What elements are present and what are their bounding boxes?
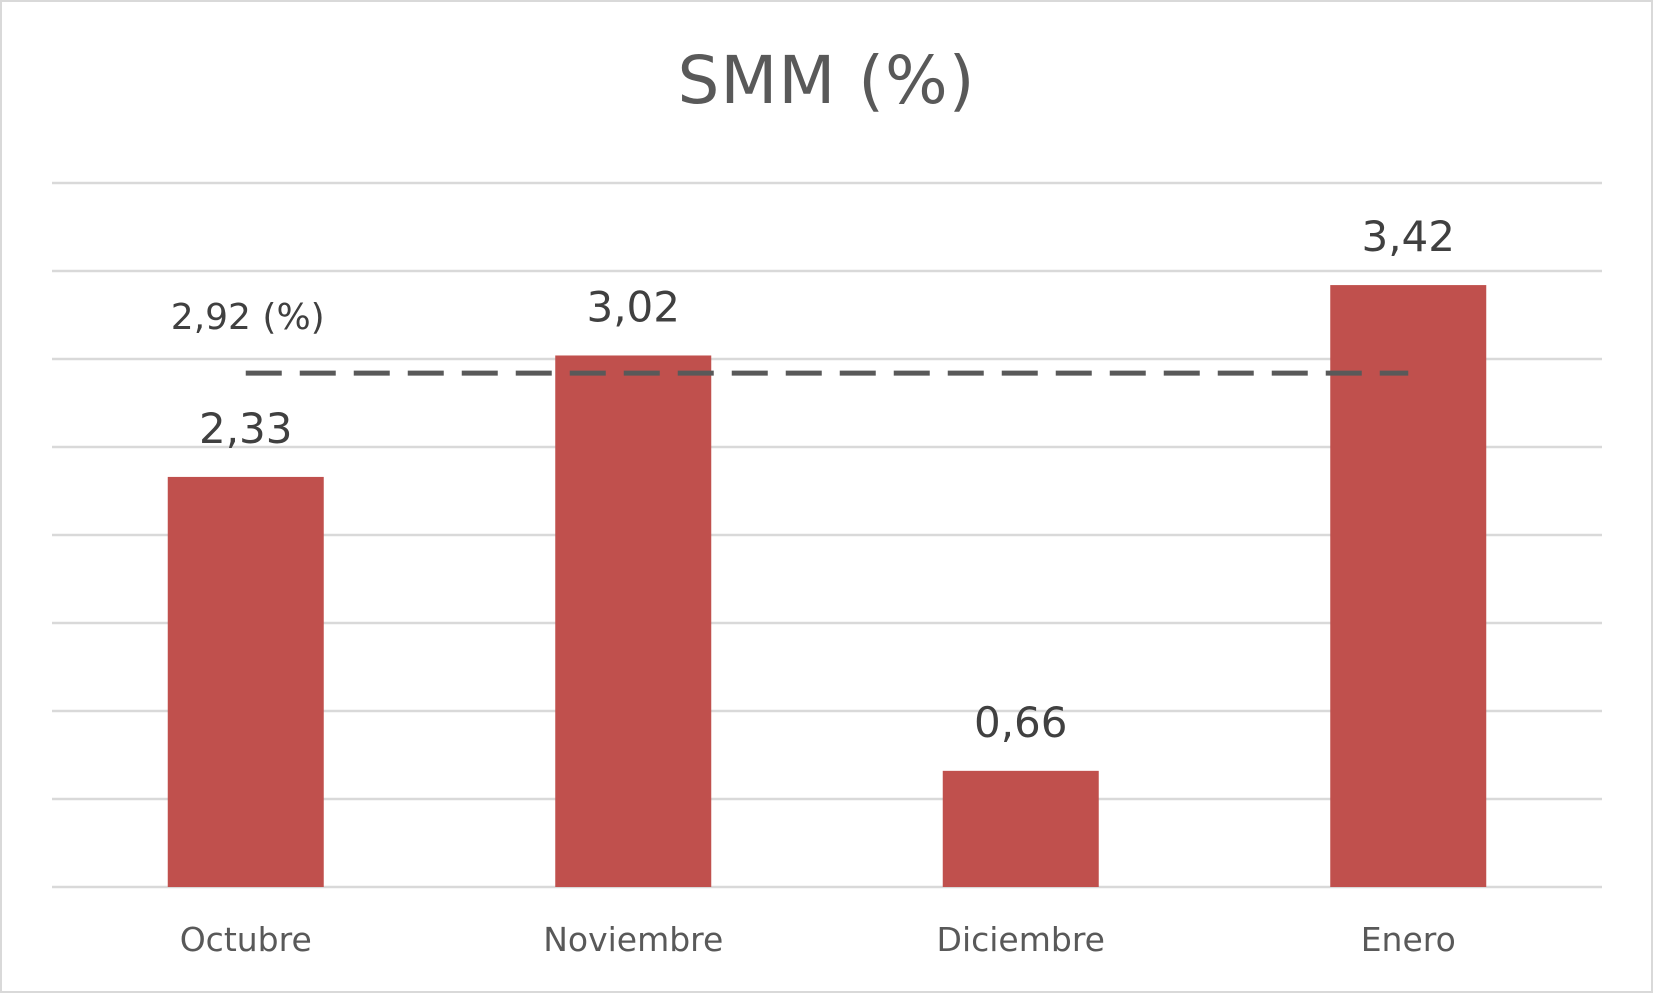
category-label-enero: Enero (1361, 920, 1456, 959)
data-label-diciembre: 0,66 (974, 698, 1068, 747)
bar-enero (1330, 285, 1487, 888)
bar-octubre (167, 476, 324, 887)
data-label-noviembre: 3,02 (586, 282, 680, 331)
category-label-diciembre: Diciembre (937, 920, 1105, 959)
reference-line-label: 2,92 (%) (171, 297, 325, 338)
data-label-octubre: 2,33 (199, 404, 293, 453)
bar-diciembre (942, 770, 1099, 887)
category-label-octubre: Octubre (180, 920, 312, 959)
category-label-noviembre: Noviembre (543, 920, 723, 959)
data-label-enero: 3,42 (1361, 212, 1455, 261)
bar-noviembre (555, 355, 712, 888)
chart-title: SMM (%) (677, 42, 976, 119)
